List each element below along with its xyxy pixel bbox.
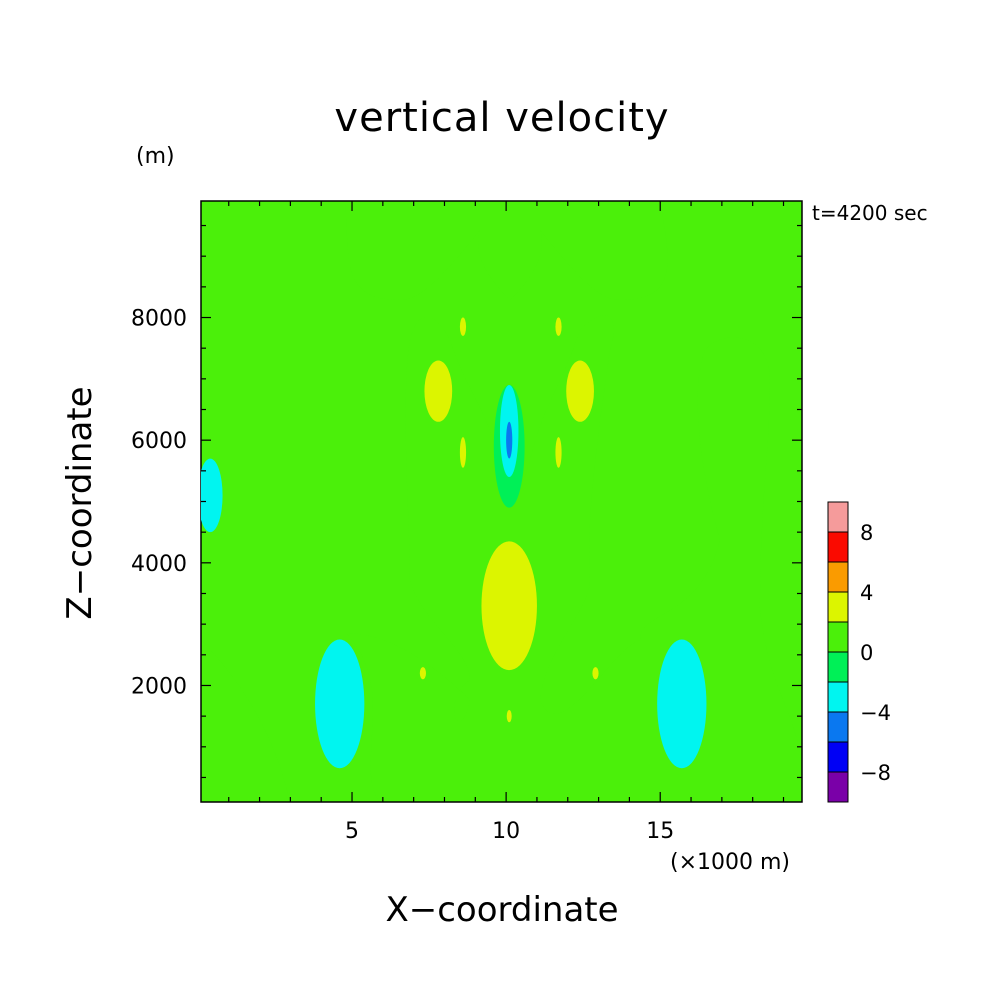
y-tick-label: 6000 (131, 429, 187, 454)
contour-region-11 (459, 317, 467, 336)
colorbar-swatch (827, 711, 849, 743)
colorbar-swatch (827, 531, 849, 563)
contour-region-15 (506, 710, 512, 723)
contour-region-10 (555, 437, 562, 468)
colorbar-tick-label: 0 (860, 641, 873, 665)
contour-region-8 (566, 360, 594, 422)
contour-region-3 (506, 421, 513, 459)
colorbar-swatch (827, 501, 849, 533)
axis-ticks: 5 10 15 2000 4000 6000 8000 (131, 201, 802, 844)
contour-region-7 (424, 360, 453, 422)
contour-region-13 (419, 667, 426, 680)
y-tick-label: 4000 (131, 552, 187, 577)
x-tick-label: 5 (345, 819, 359, 844)
colorbar-swatch (827, 591, 849, 623)
contour-regions (201, 317, 707, 769)
colorbar-swatch (827, 651, 849, 683)
y-unit-label: (m) (136, 144, 175, 169)
colorbar-swatch (827, 771, 849, 803)
colorbar-tick-label: 8 (860, 521, 873, 545)
colorbar-swatch (827, 741, 849, 773)
contour-region-14 (592, 667, 599, 680)
chart-title: vertical velocity (334, 95, 670, 141)
contour-region-6 (201, 458, 223, 533)
contour-region-9 (459, 437, 467, 468)
colorbar-tick-label: −4 (860, 701, 891, 725)
x-unit-label: (×1000 m) (670, 850, 791, 875)
colorbar-tick-label: −8 (860, 761, 891, 785)
plot-area (201, 201, 802, 802)
colorbar-tick-label: 4 (860, 581, 873, 605)
colorbar: −8 −4 0 4 8 (827, 501, 891, 803)
y-axis-title: Z−coordinate (60, 386, 100, 620)
contour-region-5 (657, 639, 707, 769)
colorbar-swatch (827, 561, 849, 593)
y-tick-label: 8000 (131, 307, 187, 332)
x-tick-label: 10 (492, 819, 520, 844)
contour-region-0 (481, 541, 537, 671)
y-tick-label: 2000 (131, 674, 187, 699)
x-axis-title: X−coordinate (385, 890, 619, 930)
time-annotation: t=4200 sec (812, 201, 928, 225)
colorbar-swatch (827, 681, 849, 713)
contour-region-4 (315, 639, 365, 769)
x-tick-label: 15 (646, 819, 674, 844)
colorbar-swatch (827, 621, 849, 653)
contour-region-12 (555, 317, 562, 336)
